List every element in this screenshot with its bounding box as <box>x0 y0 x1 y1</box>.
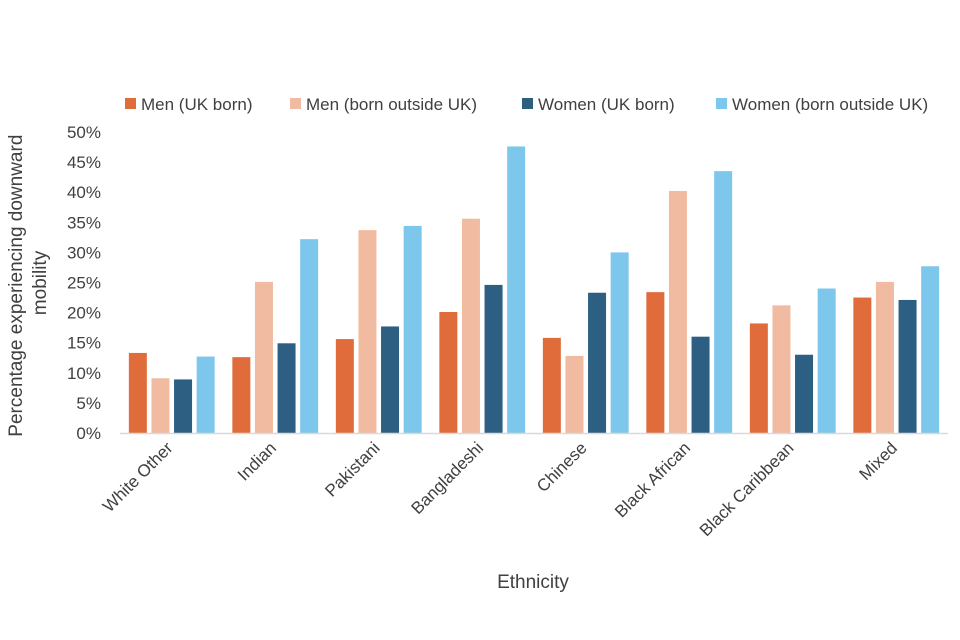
legend-swatch <box>716 98 727 109</box>
legend-label: Men (born outside UK) <box>306 95 477 114</box>
bar-women-born-outside-uk-white-other <box>196 356 215 433</box>
bar-men-uk-born-mixed <box>853 297 872 433</box>
x-tick-label: Bangladeshi <box>407 438 487 518</box>
legend-swatch <box>125 98 136 109</box>
bar-men-uk-born-bangladeshi <box>439 311 458 433</box>
bar-men-uk-born-chinese <box>542 337 561 433</box>
legend-label: Women (UK born) <box>538 95 675 114</box>
legend-label: Women (born outside UK) <box>732 95 928 114</box>
legend-swatch <box>522 98 533 109</box>
bar-women-uk-born-chinese <box>588 292 607 433</box>
bar-women-born-outside-uk-mixed <box>921 266 940 433</box>
y-tick-label: 20% <box>67 304 101 323</box>
legend-swatch <box>290 98 301 109</box>
bar-women-uk-born-bangladeshi <box>484 284 503 433</box>
y-tick-label: 15% <box>67 334 101 353</box>
y-tick-label: 30% <box>67 243 101 262</box>
bar-men-born-outside-uk-black-african <box>668 190 687 433</box>
x-axis-title: Ethnicity <box>497 572 569 593</box>
bar-men-uk-born-black-caribbean <box>749 323 768 433</box>
bar-men-uk-born-black-african <box>646 292 665 433</box>
bar-men-born-outside-uk-black-caribbean <box>772 305 791 433</box>
bar-women-uk-born-pakistani <box>381 326 400 433</box>
bar-women-uk-born-mixed <box>898 299 917 433</box>
bar-women-born-outside-uk-black-caribbean <box>817 288 836 433</box>
y-axis-ticks: 0% 5% 10% 15% 20% 25% 30% 35% 40% 45% 50% <box>67 123 101 443</box>
y-tick-label: 45% <box>67 153 101 172</box>
bar-women-born-outside-uk-pakistani <box>403 225 422 433</box>
y-tick-label: 40% <box>67 183 101 202</box>
bar-men-born-outside-uk-indian <box>254 281 273 433</box>
bar-women-born-outside-uk-chinese <box>610 252 629 433</box>
x-tick-label: Black Caribbean <box>696 438 798 540</box>
y-tick-label: 35% <box>67 213 101 232</box>
bar-women-uk-born-white-other <box>174 379 193 433</box>
legend-item: Women (UK born) <box>522 95 675 114</box>
x-tick-label: Pakistani <box>321 438 383 500</box>
y-axis-title-line-1: Percentage experiencing downward <box>6 135 27 437</box>
legend-label: Men (UK born) <box>141 95 252 114</box>
x-tick-label: Indian <box>234 438 280 484</box>
bar-men-born-outside-uk-bangladeshi <box>461 218 480 433</box>
bar-men-uk-born-white-other <box>128 352 147 433</box>
x-axis-ticks: White Other Indian Pakistani Bangladeshi Chi… <box>99 438 901 540</box>
bar-women-born-outside-uk-black-african <box>714 171 733 433</box>
legend-item: Men (born outside UK) <box>290 95 477 114</box>
x-tick-label: Chinese <box>533 438 591 496</box>
bar-men-born-outside-uk-chinese <box>565 355 584 433</box>
x-tick-label: White Other <box>99 438 177 516</box>
bar-men-born-outside-uk-white-other <box>151 378 170 433</box>
legend: Men (UK born) Men (born outside UK) Women … <box>125 95 928 114</box>
y-tick-label: 5% <box>76 394 101 413</box>
bar-women-born-outside-uk-bangladeshi <box>507 146 526 433</box>
y-axis-title: Percentage experiencing downward mobilit… <box>6 129 51 436</box>
bar-women-uk-born-black-african <box>691 336 710 433</box>
x-tick-label: Black African <box>611 438 694 521</box>
y-tick-label: 50% <box>67 123 101 142</box>
bar-men-born-outside-uk-pakistani <box>358 230 377 433</box>
bar-men-uk-born-pakistani <box>335 339 354 433</box>
bar-women-uk-born-black-caribbean <box>795 354 814 433</box>
bar-women-born-outside-uk-indian <box>300 239 319 433</box>
bar-men-born-outside-uk-mixed <box>875 281 894 433</box>
bar-men-uk-born-indian <box>232 357 251 433</box>
bar-women-uk-born-indian <box>277 343 296 433</box>
legend-item: Women (born outside UK) <box>716 95 928 114</box>
legend-item: Men (UK born) <box>125 95 252 114</box>
y-tick-label: 10% <box>67 364 101 383</box>
y-tick-label: 25% <box>67 274 101 293</box>
y-tick-label: 0% <box>76 424 101 443</box>
bars <box>128 146 940 433</box>
x-tick-label: Mixed <box>856 438 902 484</box>
y-axis-title-line-2: mobility <box>30 250 51 315</box>
